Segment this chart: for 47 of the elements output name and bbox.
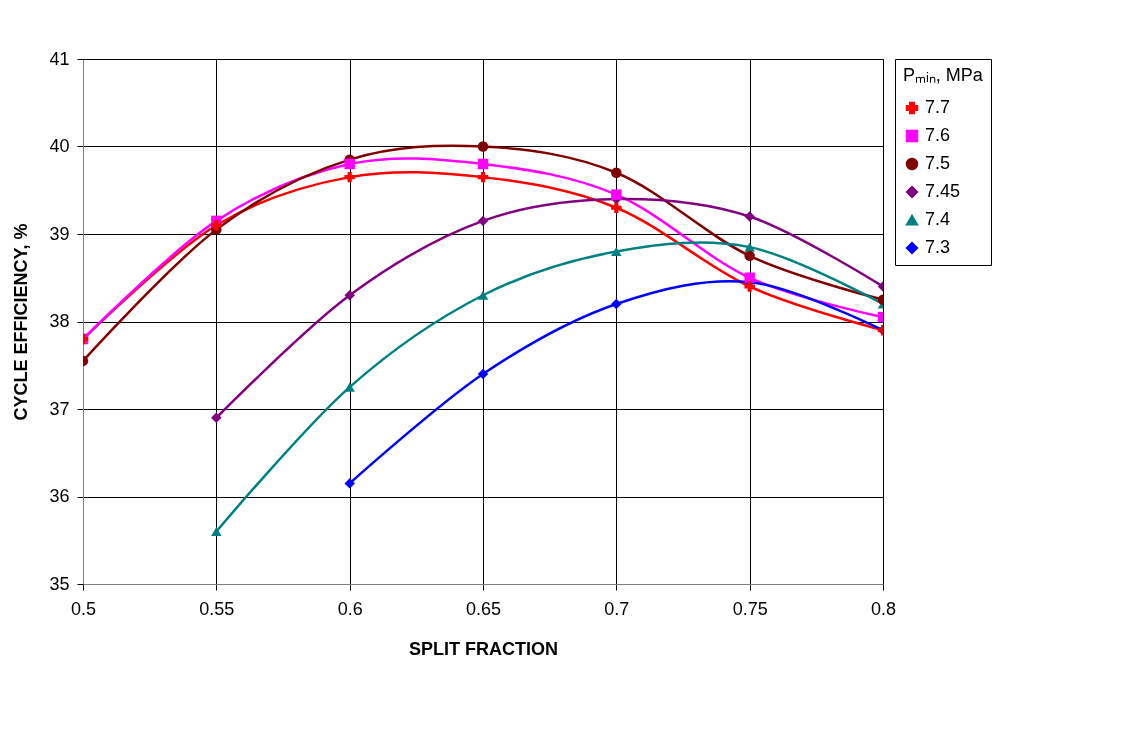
legend-label: 7.5 [925,153,951,173]
x-tick-label: 0.75 [732,598,768,619]
y-tick-label: 37 [49,398,70,419]
point [344,478,355,489]
y-axis-title: CYCLE EFFICIENCY, % [11,223,32,421]
point [344,171,355,183]
x-tick-label: 0.6 [337,598,363,619]
point [611,202,622,213]
point [744,242,755,252]
point [477,158,489,170]
point [744,272,755,283]
x-tick-label: 0.55 [199,598,235,619]
point [744,211,755,222]
point [477,290,489,300]
legend-label: 7.7 [925,97,951,117]
y-tick-label: 41 [49,48,70,69]
point [344,290,355,301]
point [477,215,489,227]
point [211,412,222,423]
y-tick-label: 40 [49,136,70,156]
point [211,220,222,231]
point [744,250,755,262]
point [611,298,622,310]
legend-title: Pₘᵢₙ, MPa [903,65,984,85]
point [611,167,622,178]
point [344,382,355,392]
legend-label: 7.6 [925,125,951,145]
point [344,158,355,170]
point [477,141,489,152]
y-tick-label: 35 [49,573,70,594]
point [477,171,489,183]
legend-label: 7.45 [925,181,961,201]
y-tick-label: 36 [49,486,70,506]
legend-label: 7.3 [925,237,951,257]
x-tick-label: 0.7 [604,598,630,619]
point [477,368,489,380]
legend-label: 7.4 [925,209,951,229]
x-tick-label: 0.65 [465,598,502,619]
point [611,189,622,200]
y-tick-label: 39 [49,223,70,244]
x-tick-label: 0.5 [70,598,97,619]
x-axis-title: SPLIT FRACTION [409,638,558,659]
x-tick-label: 0.8 [870,598,897,619]
y-tick-label: 38 [49,311,70,331]
point [611,246,622,257]
point [744,281,755,292]
point [211,526,222,537]
